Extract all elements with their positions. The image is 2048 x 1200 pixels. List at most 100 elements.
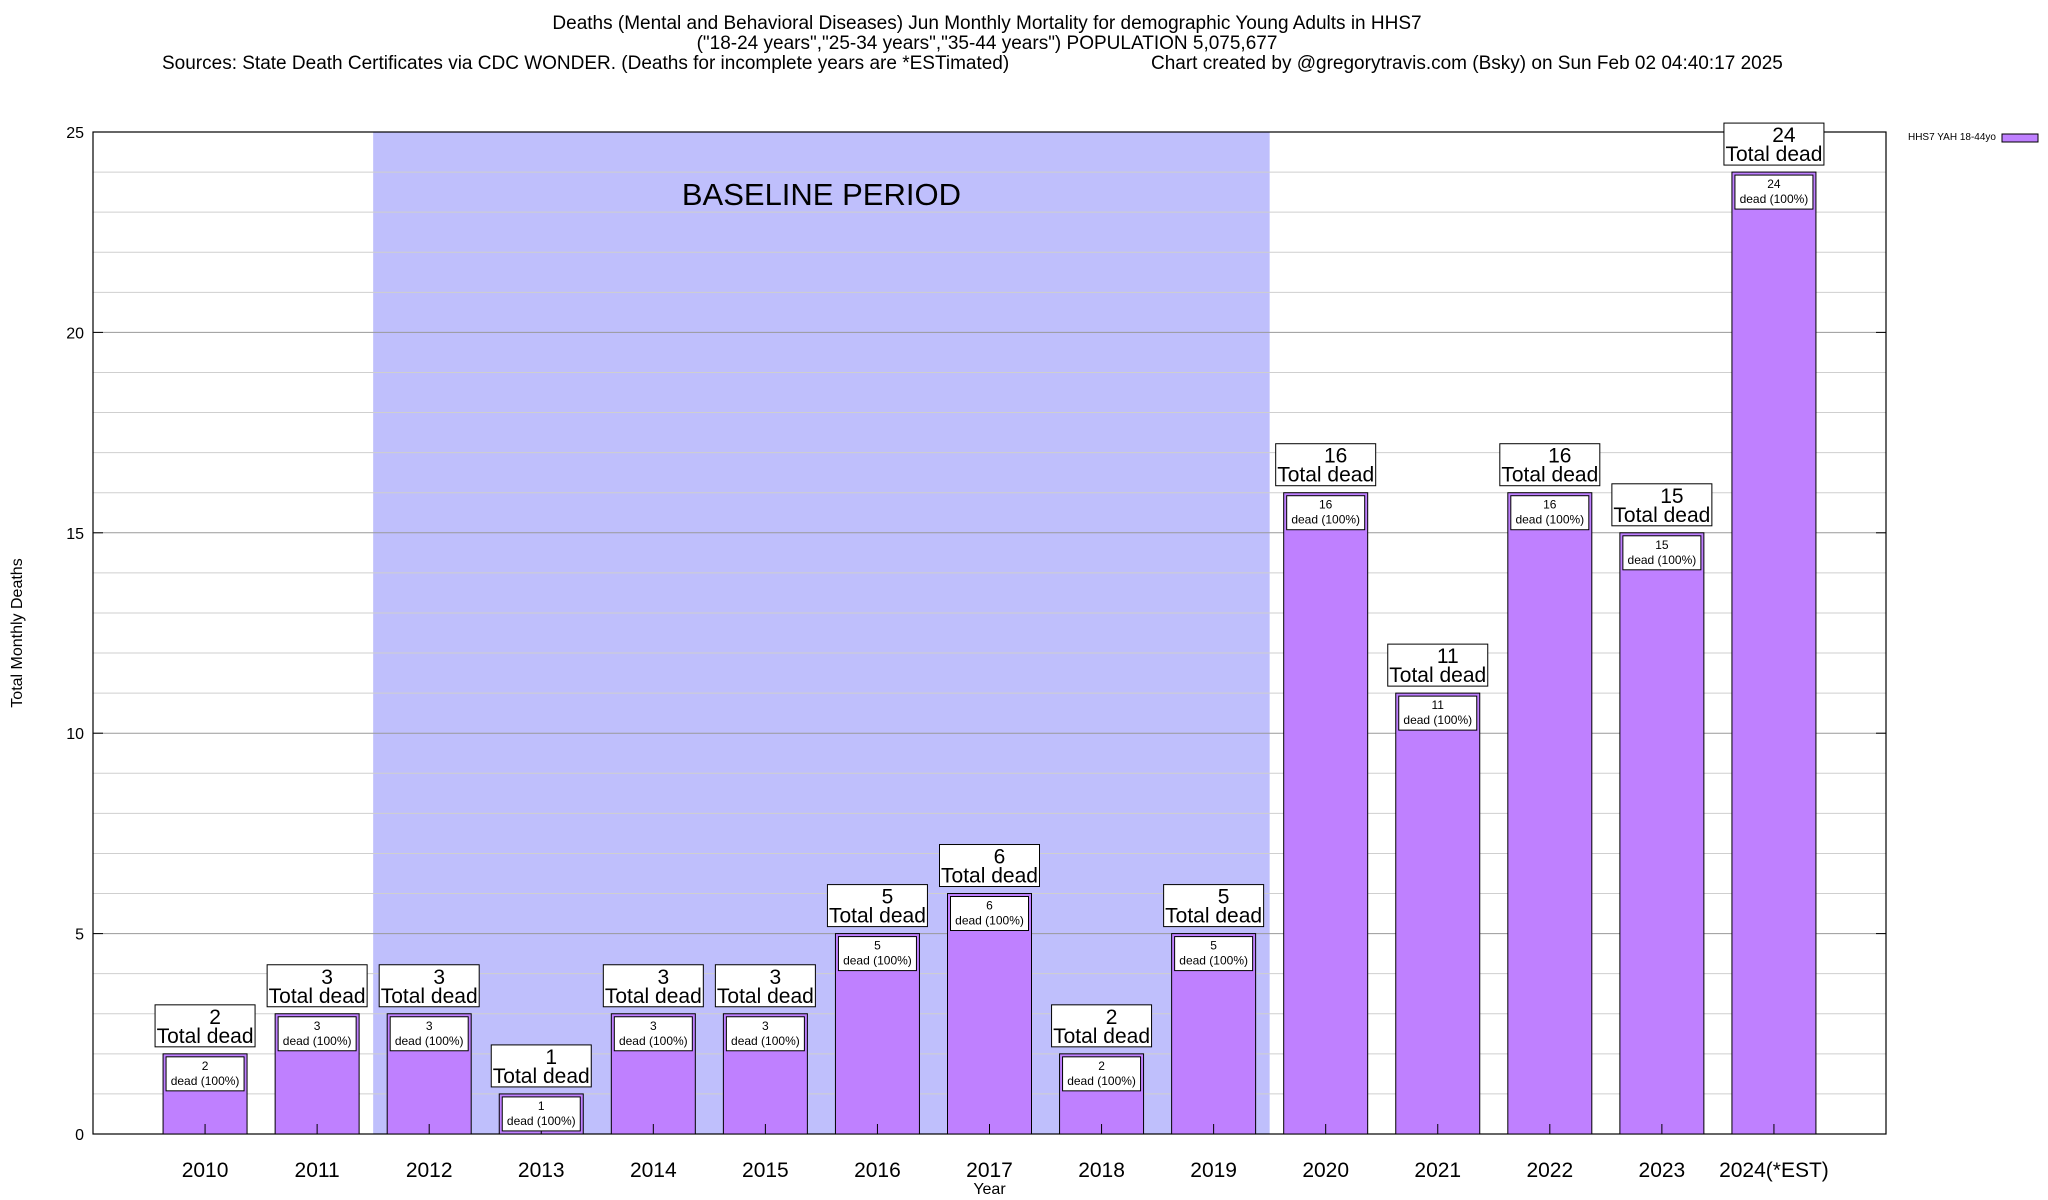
bar-inner-label: dead (100%) [1291, 513, 1360, 527]
bar-inner-value: 3 [314, 1019, 321, 1033]
chart-subtitle: ("18-24 years","25-34 years","35-44 year… [696, 33, 1278, 54]
bar-total-value: 16 [1548, 445, 1571, 468]
x-tick-label: 2012 [406, 1159, 453, 1182]
bar [1619, 532, 1705, 1135]
bar-inner-label: dead (100%) [731, 1034, 800, 1048]
bar-total-label-box [378, 964, 480, 1008]
bar-total-label-box [602, 964, 704, 1008]
bar-total-label-box [1499, 443, 1601, 487]
x-tick-label: 2011 [295, 1159, 340, 1182]
bar-total-value: 24 [1772, 124, 1796, 147]
bar-total-label-box [1611, 483, 1713, 527]
bar-total-value: 3 [770, 966, 782, 989]
bar-total-label: Total dead [605, 985, 702, 1008]
x-tick-label: 2017 [966, 1159, 1013, 1182]
bar-total-label: Total dead [493, 1065, 590, 1088]
bar-total-label: Total dead [269, 985, 366, 1008]
bar-inner-label: dead (100%) [395, 1034, 464, 1048]
bar-inner-label-box [613, 1016, 693, 1052]
bar-inner-value: 16 [1543, 498, 1557, 512]
bar-inner-label: dead (100%) [1179, 954, 1248, 968]
legend-label: HHS7 YAH 18-44yo [1908, 132, 1996, 143]
bar-total-label-box [154, 1004, 256, 1048]
bar-inner-label-box [277, 1016, 357, 1052]
baseline-period-band [373, 132, 1270, 1134]
bar-total-label-box [714, 964, 816, 1008]
bar-total-label-box [1723, 122, 1825, 166]
bar-inner-value: 2 [202, 1059, 209, 1073]
bar-total-label-box [939, 844, 1040, 888]
bar-total-value: 3 [433, 966, 445, 989]
bar-total-value: 1 [545, 1046, 557, 1069]
bar-inner-label-box [950, 896, 1029, 932]
bar-total-label: Total dead [157, 1025, 254, 1048]
bar-inner-label-box [165, 1056, 245, 1092]
bar-inner-label: dead (100%) [1067, 1074, 1136, 1088]
bar-inner-label-box [725, 1016, 805, 1052]
bar-total-label: Total dead [829, 905, 926, 928]
bar-inner-label: dead (100%) [1515, 513, 1584, 527]
bar-total-label: Total dead [941, 865, 1038, 888]
x-tick-label: 2015 [742, 1159, 789, 1182]
bar-inner-label: dead (100%) [955, 914, 1024, 928]
bar-total-value: 3 [321, 966, 333, 989]
y-tick-label: 0 [75, 1127, 84, 1144]
bar-inner-value: 5 [874, 939, 881, 953]
x-tick-label: 2018 [1078, 1159, 1125, 1182]
bar-inner-label-box [1398, 695, 1478, 731]
bar [1283, 492, 1369, 1135]
bar-total-label: Total dead [1389, 664, 1486, 687]
bar-inner-value: 3 [650, 1019, 657, 1033]
bar-inner-label: dead (100%) [619, 1034, 688, 1048]
bar-inner-value: 15 [1655, 538, 1669, 552]
x-tick-label: 2020 [1302, 1159, 1349, 1182]
bar [947, 893, 1032, 1135]
chart-credit: Chart created by @gregorytravis.com (Bsk… [1151, 53, 1783, 74]
x-tick-label: 2016 [854, 1159, 901, 1182]
x-tick-label: 2014 [630, 1159, 677, 1182]
x-tick-label: 2024(*EST) [1719, 1159, 1829, 1182]
bar-inner-label-box [501, 1096, 581, 1132]
x-tick-label: 2013 [518, 1159, 565, 1182]
bar-inner-value: 6 [986, 899, 993, 913]
legend-swatch [2001, 133, 2039, 143]
bar-total-label: Total dead [1725, 143, 1822, 166]
bar-total-label: Total dead [717, 985, 814, 1008]
bar-inner-label-box [1622, 535, 1702, 571]
bar-total-label: Total dead [1613, 504, 1710, 527]
chart-sources: Sources: State Death Certificates via CD… [162, 53, 1010, 74]
y-tick-label: 15 [66, 526, 84, 543]
bar-inner-value: 3 [426, 1019, 433, 1033]
x-tick-label: 2019 [1190, 1159, 1237, 1182]
bar-total-value: 5 [882, 886, 894, 909]
bar [1731, 171, 1817, 1135]
bar-total-value: 3 [657, 966, 669, 989]
baseline-period-label: BASELINE PERIOD [682, 177, 961, 212]
bar-total-label-box [1051, 1004, 1153, 1048]
bar-inner-value: 24 [1767, 177, 1781, 191]
bar-total-label-box [1275, 443, 1377, 487]
bar-inner-label-box [1734, 174, 1814, 210]
bar-inner-value: 1 [538, 1099, 545, 1113]
chart-title: Deaths (Mental and Behavioral Diseases) … [552, 13, 1422, 34]
bar-total-label: Total dead [1165, 905, 1262, 928]
bar-total-value: 16 [1324, 445, 1347, 468]
bar-inner-label: dead (100%) [1628, 553, 1697, 567]
bar-total-label-box [490, 1044, 592, 1088]
bar-inner-label-box [389, 1016, 469, 1052]
bar-total-label-box [266, 964, 368, 1008]
bar-total-value: 2 [209, 1006, 221, 1029]
x-tick-label: 2023 [1639, 1159, 1686, 1182]
bar-total-label: Total dead [1501, 464, 1598, 487]
x-tick-label: 2010 [182, 1159, 229, 1182]
bar-inner-value: 16 [1319, 498, 1333, 512]
bar-total-label: Total dead [1277, 464, 1374, 487]
x-tick-label: 2021 [1414, 1159, 1461, 1182]
y-axis-label: Total Monthly Deaths [9, 558, 26, 707]
y-tick-label: 20 [66, 325, 84, 342]
bar-inner-value: 11 [1432, 698, 1445, 712]
bar-total-value: 11 [1437, 645, 1459, 668]
y-tick-label: 10 [66, 726, 84, 743]
bar-total-value: 15 [1660, 485, 1683, 508]
